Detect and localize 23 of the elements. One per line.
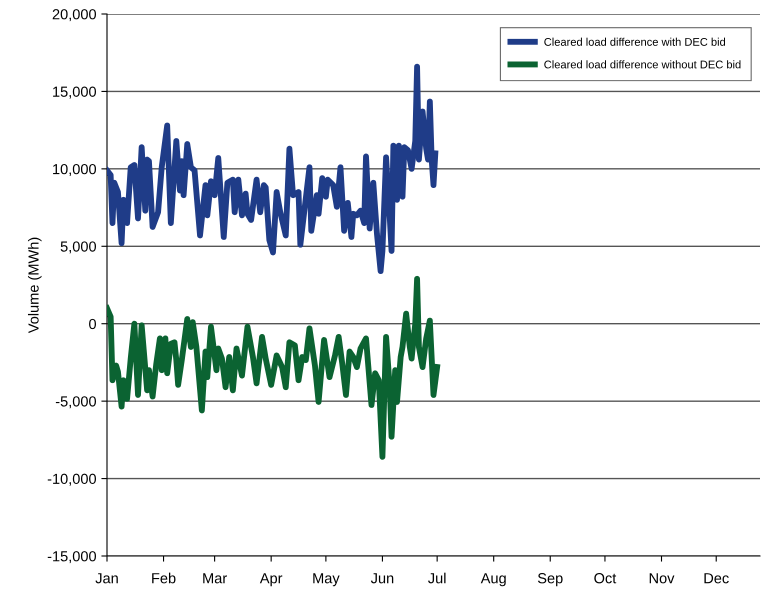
y-tick-label: -10,000 bbox=[48, 474, 96, 486]
x-tick-label: Jan bbox=[95, 573, 118, 584]
y-tick-label: -5,000 bbox=[56, 396, 96, 408]
y-tick-label: -15,000 bbox=[48, 551, 96, 564]
x-tick-label: Jun bbox=[370, 573, 394, 584]
x-tick-label: Aug bbox=[480, 573, 506, 586]
legend-label: Cleared load difference without DEC bid bbox=[544, 60, 740, 68]
y-tick-label: 20,000 bbox=[52, 9, 96, 22]
x-tick-label: Sep bbox=[538, 573, 563, 586]
x-tick-label: May bbox=[313, 573, 340, 586]
y-tick-label: 10,000 bbox=[53, 164, 96, 176]
x-tick-label: Jul bbox=[428, 572, 446, 584]
y-tick-label: 0 bbox=[89, 318, 96, 330]
y-tick-label: 5,000 bbox=[60, 241, 96, 254]
y-axis-title: Volume (MWh) bbox=[28, 238, 42, 334]
x-tick-label: Dec bbox=[704, 573, 729, 584]
y-tick-label: 15,000 bbox=[53, 86, 96, 99]
legend-label: Cleared load difference with DEC bid bbox=[544, 38, 726, 46]
x-tick-label: Nov bbox=[650, 573, 674, 584]
x-tick-label: Oct bbox=[594, 573, 616, 584]
x-tick-label: Feb bbox=[152, 572, 176, 584]
x-tick-label: Apr bbox=[260, 573, 282, 586]
x-tick-label: Mar bbox=[203, 573, 227, 584]
